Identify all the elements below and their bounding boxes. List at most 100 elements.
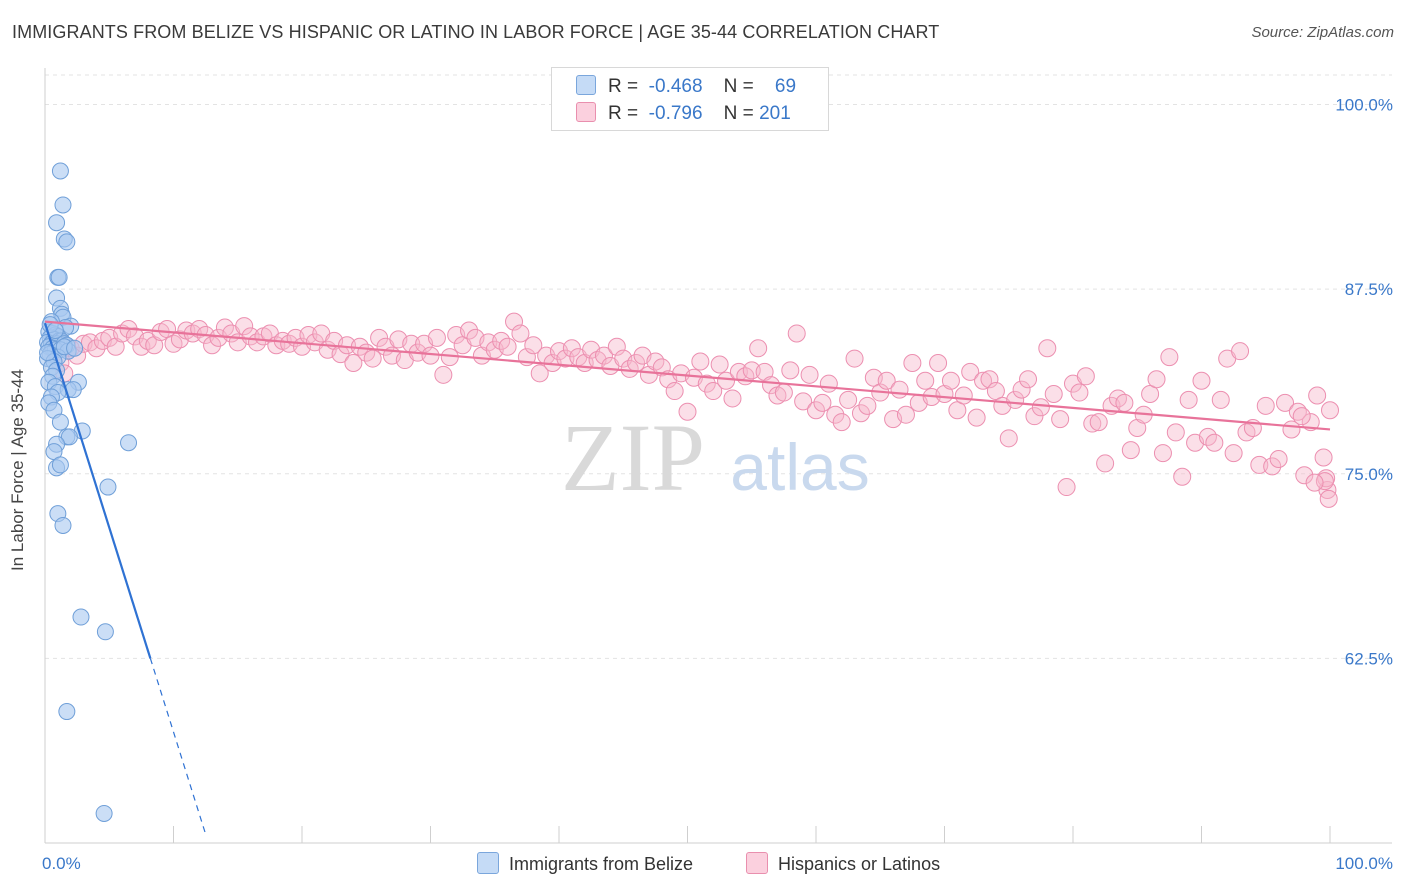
data-point-belize <box>120 434 138 452</box>
data-point-hispanics <box>1147 370 1166 389</box>
data-point-hispanics <box>1250 455 1269 474</box>
data-point-hispanics <box>1305 473 1324 492</box>
data-point-hispanics <box>427 328 446 347</box>
data-point-hispanics <box>363 349 382 368</box>
data-point-hispanics <box>697 374 716 393</box>
data-point-hispanics <box>1121 441 1140 460</box>
hispanics-swatch-icon <box>746 852 768 874</box>
data-point-hispanics <box>717 371 736 390</box>
data-point-hispanics <box>1173 467 1192 486</box>
data-point-hispanics <box>460 321 479 340</box>
data-point-hispanics <box>665 382 684 401</box>
watermark-atlas: atlas <box>730 430 869 504</box>
data-point-hispanics <box>1019 370 1038 389</box>
data-point-hispanics <box>235 317 254 336</box>
data-point-hispanics <box>845 349 864 368</box>
y-axis-label: In Labor Force | Age 35-44 <box>8 369 27 571</box>
data-point-hispanics <box>1051 410 1070 429</box>
bottom-legend-label: Immigrants from Belize <box>509 854 694 874</box>
source-label: Source: ZipAtlas.com <box>1251 24 1394 41</box>
data-point-hispanics <box>742 361 761 380</box>
data-point-hispanics <box>1231 342 1250 361</box>
data-point-hispanics <box>1321 401 1339 420</box>
data-point-hispanics <box>851 404 870 423</box>
x-tick-label: 100.0% <box>1335 854 1393 873</box>
data-point-hispanics <box>903 354 922 372</box>
trend-line-belize <box>43 322 152 659</box>
data-point-hispanics <box>794 392 813 411</box>
data-point-hispanics <box>954 386 973 405</box>
legend-r-value: -0.468 <box>648 76 703 97</box>
series-belize <box>39 162 138 822</box>
data-point-hispanics <box>691 352 710 371</box>
data-point-belize <box>60 428 78 446</box>
y-tick-label: 75.0% <box>1345 465 1393 484</box>
data-point-hispanics <box>813 393 832 412</box>
data-point-hispanics <box>1096 454 1115 473</box>
y-tick-label: 87.5% <box>1345 280 1393 299</box>
data-point-hispanics <box>1295 466 1314 485</box>
hispanics-swatch-icon <box>576 102 596 122</box>
bottom-legend-label: Hispanics or Latinos <box>778 854 941 874</box>
data-point-hispanics <box>505 312 524 331</box>
data-point-hispanics <box>1269 450 1288 468</box>
bottom-legend-belize: Immigrants from Belize <box>477 852 693 875</box>
data-point-hispanics <box>1057 478 1076 497</box>
legend-row-belize: R = -0.468 N = 69 <box>576 75 796 98</box>
data-point-hispanics <box>999 429 1018 448</box>
data-point-belize <box>51 162 69 180</box>
data-point-belize <box>58 233 76 251</box>
data-point-hispanics <box>1089 413 1108 432</box>
data-point-hispanics <box>1263 457 1282 476</box>
data-point-hispanics <box>781 361 800 380</box>
data-point-hispanics <box>511 324 530 343</box>
data-point-hispanics <box>678 402 697 421</box>
data-point-belize <box>66 339 84 357</box>
axes <box>44 68 1392 844</box>
data-point-hispanics <box>594 346 613 365</box>
data-point-hispanics <box>723 389 742 408</box>
data-point-belize <box>51 413 69 431</box>
data-point-hispanics <box>1076 367 1095 386</box>
data-point-hispanics <box>524 336 543 355</box>
data-point-hispanics <box>749 339 768 358</box>
data-point-hispanics <box>1044 385 1063 404</box>
data-point-hispanics <box>1115 393 1134 412</box>
legend-n-label: N = <box>723 103 754 124</box>
data-point-hispanics <box>1012 380 1031 399</box>
data-point-hispanics <box>1276 393 1295 412</box>
data-point-hispanics <box>1192 371 1211 390</box>
belize-swatch-icon <box>477 852 499 874</box>
legend-n-value: 69 <box>774 76 797 97</box>
watermark-zip: ZIP <box>561 404 705 511</box>
data-point-hispanics <box>1319 489 1338 508</box>
data-point-hispanics <box>203 336 222 355</box>
legend-n-value: 201 <box>759 103 791 124</box>
y-tick-label: 100.0% <box>1335 96 1393 115</box>
data-point-hispanics <box>1038 339 1057 358</box>
y-tick-label: 62.5% <box>1345 649 1393 668</box>
data-point-hispanics <box>556 349 575 368</box>
data-point-hispanics <box>774 383 793 402</box>
data-point-hispanics <box>787 324 806 343</box>
correlation-legend: R = -0.468 N = 69 R = -0.796 N = 201 <box>551 67 829 131</box>
trend-line-belize-extension <box>149 658 207 835</box>
data-point-hispanics <box>980 370 999 389</box>
data-point-hispanics <box>479 333 498 352</box>
data-point-belize <box>54 196 72 214</box>
data-point-belize <box>50 268 68 286</box>
data-point-hispanics <box>344 354 363 372</box>
data-point-hispanics <box>1083 414 1102 433</box>
bottom-legend-hispanics: Hispanics or Latinos <box>746 852 940 875</box>
data-point-hispanics <box>896 405 915 424</box>
data-point-belize <box>96 623 114 641</box>
trend-line-hispanics <box>44 320 1331 431</box>
data-point-hispanics <box>1292 407 1311 426</box>
data-point-hispanics <box>832 413 851 432</box>
data-point-hispanics <box>704 382 723 401</box>
data-point-hispanics <box>607 337 626 356</box>
data-point-belize <box>72 608 90 626</box>
data-point-hispanics <box>826 405 845 424</box>
data-point-hispanics <box>890 380 909 399</box>
